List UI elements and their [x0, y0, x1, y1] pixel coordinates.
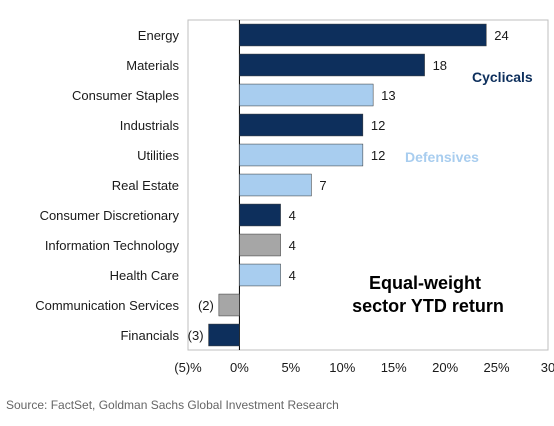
bar-materials [239, 53, 425, 77]
category-labels: Energy Materials Consumer Staples Industria… [35, 28, 179, 343]
defensives-annotation: Defensives [405, 149, 479, 165]
category-label-utilities: Utilities [137, 148, 179, 163]
data-label-information-technology: 4 [289, 238, 296, 253]
data-label-consumer-staples: 13 [381, 88, 395, 103]
bar-health-care [239, 263, 281, 287]
bars-group [208, 23, 487, 347]
data-label-materials: 18 [433, 58, 447, 73]
source-note: Source: FactSet, Goldman Sachs Global In… [6, 398, 339, 412]
data-label-utilities: 12 [371, 148, 385, 163]
category-label-industrials: Industrials [120, 118, 180, 133]
bar-financials [208, 323, 240, 347]
category-label-energy: Energy [138, 28, 180, 43]
bar-industrials [239, 113, 364, 137]
bar-consumer-staples [239, 83, 374, 107]
data-label-industrials: 12 [371, 118, 385, 133]
category-label-real-estate: Real Estate [112, 178, 179, 193]
data-label-financials: (3) [188, 328, 204, 343]
bar-real-estate [239, 173, 312, 197]
bar-communication-services [218, 293, 240, 317]
x-tick-label: 15% [381, 360, 407, 375]
category-label-materials: Materials [126, 58, 179, 73]
x-tick-label: (5)% [174, 360, 202, 375]
x-tick-labels: (5)% 0% 5% 10% 15% 20% 25% 30 [174, 360, 554, 375]
x-tick-label: 5% [281, 360, 300, 375]
chart-box-title-line1: Equal-weight [369, 273, 481, 293]
category-label-information-technology: Information Technology [45, 238, 180, 253]
data-labels: 24 18 13 12 12 7 4 4 4 (2) (3) [188, 28, 509, 343]
data-label-energy: 24 [494, 28, 508, 43]
category-label-financials: Financials [120, 328, 179, 343]
x-tick-label: 20% [432, 360, 458, 375]
category-label-health-care: Health Care [110, 268, 179, 283]
x-tick-label: 0% [230, 360, 249, 375]
bar-information-technology [239, 233, 281, 257]
category-label-consumer-staples: Consumer Staples [72, 88, 179, 103]
data-label-real-estate: 7 [319, 178, 326, 193]
plot-area-frame [187, 19, 549, 351]
bar-utilities [239, 143, 364, 167]
data-label-health-care: 4 [289, 268, 296, 283]
data-label-consumer-discretionary: 4 [289, 208, 296, 223]
category-label-consumer-discretionary: Consumer Discretionary [40, 208, 180, 223]
x-tick-label: 30 [541, 360, 554, 375]
cyclicals-annotation: Cyclicals [472, 69, 533, 85]
x-tick-label: 10% [329, 360, 355, 375]
bar-consumer-discretionary [239, 203, 281, 227]
category-label-communication-services: Communication Services [35, 298, 179, 313]
x-tick-label: 25% [484, 360, 510, 375]
chart-box-title-line2: sector YTD return [352, 296, 504, 316]
data-label-communication-services: (2) [198, 298, 214, 313]
bar-energy [239, 23, 487, 47]
